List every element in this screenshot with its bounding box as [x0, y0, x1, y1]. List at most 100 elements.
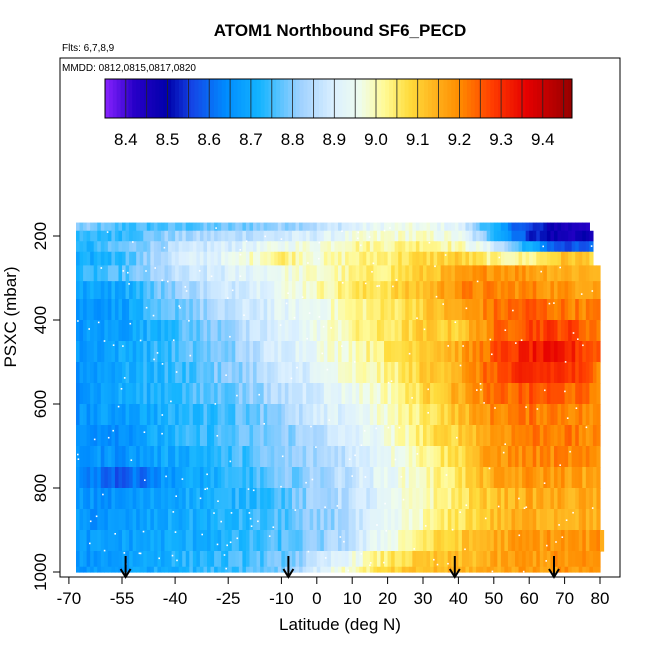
heatmap-cell [168, 446, 173, 468]
data-gap-speck [231, 289, 234, 292]
heatmap-cell [362, 341, 367, 363]
heatmap-cell [415, 566, 421, 573]
heatmap-cell [437, 383, 442, 405]
heatmap-cell [568, 341, 573, 363]
heatmap-cell [104, 281, 109, 300]
heatmap-cell [150, 383, 155, 405]
heatmap-cell [175, 551, 180, 568]
heatmap-cell [557, 230, 562, 242]
data-gap-speck [378, 285, 380, 287]
heatmap-cell [529, 281, 534, 300]
heatmap-cell [320, 281, 325, 300]
heatmap-cell [362, 230, 367, 242]
heatmap-cell [122, 488, 127, 510]
data-gap-speck [369, 562, 372, 564]
heatmap-cell [306, 488, 311, 510]
heatmap-cell [277, 467, 282, 489]
heatmap-cell [93, 320, 98, 342]
colorbar-swatch [420, 79, 425, 118]
data-gap-speck [175, 371, 178, 373]
data-gap-speck [459, 511, 461, 513]
heatmap-cell [575, 299, 580, 321]
heatmap-cell [203, 509, 208, 531]
heatmap-cell [355, 222, 360, 232]
heatmap-cell [525, 222, 530, 232]
heatmap-cell [561, 265, 566, 282]
heatmap-cell [589, 320, 594, 342]
heatmap-cell [592, 383, 598, 405]
heatmap-cell [469, 530, 474, 552]
colorbar-swatch [182, 79, 188, 118]
heatmap-cell [362, 509, 367, 531]
heatmap-cell [168, 509, 173, 531]
heatmap-cell [267, 341, 272, 363]
heatmap-cell [214, 320, 219, 342]
heatmap-cell [430, 446, 435, 468]
heatmap-cell [373, 251, 378, 266]
heatmap-cell [122, 299, 127, 321]
heatmap-cell [122, 251, 127, 266]
heatmap-cell [207, 509, 212, 531]
data-gap-speck [100, 267, 103, 269]
heatmap-cell [518, 530, 523, 552]
heatmap-cell [592, 265, 598, 282]
heatmap-cell [330, 383, 336, 405]
data-gap-speck [321, 352, 324, 355]
heatmap-cell [472, 509, 477, 531]
heatmap-cell [575, 265, 580, 282]
heatmap-cell [376, 530, 382, 552]
heatmap-cell [253, 467, 258, 489]
heatmap-cell [139, 251, 144, 266]
heatmap-cell [136, 404, 141, 426]
heatmap-cell [288, 446, 293, 468]
heatmap-cell [288, 467, 293, 489]
heatmap-cell [564, 341, 569, 363]
heatmap-cell [585, 320, 590, 342]
heatmap-cell [270, 265, 275, 282]
heatmap-cell [451, 530, 456, 552]
heatmap-cell [359, 230, 364, 242]
heatmap-cell [561, 551, 566, 568]
heatmap-cell [437, 446, 442, 468]
colorbar-swatch [342, 79, 347, 118]
heatmap-cell [553, 251, 559, 266]
heatmap-cell [384, 530, 389, 552]
heatmap-cell [86, 530, 91, 552]
heatmap-cell [238, 362, 243, 384]
heatmap-cell [157, 530, 162, 552]
colorbar-swatch [536, 79, 542, 118]
heatmap-cell [214, 341, 219, 363]
heatmap-cell [97, 566, 102, 573]
heatmap-cell [217, 404, 222, 426]
heatmap-cell [171, 566, 176, 573]
heatmap-cell [345, 230, 350, 242]
heatmap-cell [447, 251, 452, 266]
heatmap-cell [210, 281, 215, 300]
colorbar-swatch [322, 79, 328, 118]
heatmap-cell [118, 222, 123, 232]
heatmap-cell [199, 530, 205, 552]
heatmap-cell [408, 251, 413, 266]
heatmap-cell [451, 404, 456, 426]
heatmap-cell [323, 467, 328, 489]
heatmap-cell [557, 425, 562, 447]
heatmap-cell [553, 320, 559, 342]
heatmap-cell [500, 362, 505, 384]
heatmap-cell [553, 341, 559, 363]
heatmap-cell [585, 488, 590, 510]
heatmap-cell [433, 251, 438, 266]
heatmap-cell [196, 241, 201, 253]
colorbar-swatch [315, 79, 320, 118]
heatmap-cell [532, 467, 537, 489]
heatmap-cell [267, 425, 272, 447]
heatmap-cell [217, 566, 222, 573]
heatmap-cell [104, 265, 109, 282]
heatmap-cell [178, 509, 183, 531]
heatmap-cell [153, 509, 159, 531]
heatmap-cell [550, 230, 555, 242]
heatmap-cell [150, 425, 155, 447]
heatmap-cell [253, 530, 258, 552]
heatmap-cell [433, 404, 438, 426]
heatmap-cell [104, 222, 109, 232]
heatmap-cell [348, 551, 353, 568]
